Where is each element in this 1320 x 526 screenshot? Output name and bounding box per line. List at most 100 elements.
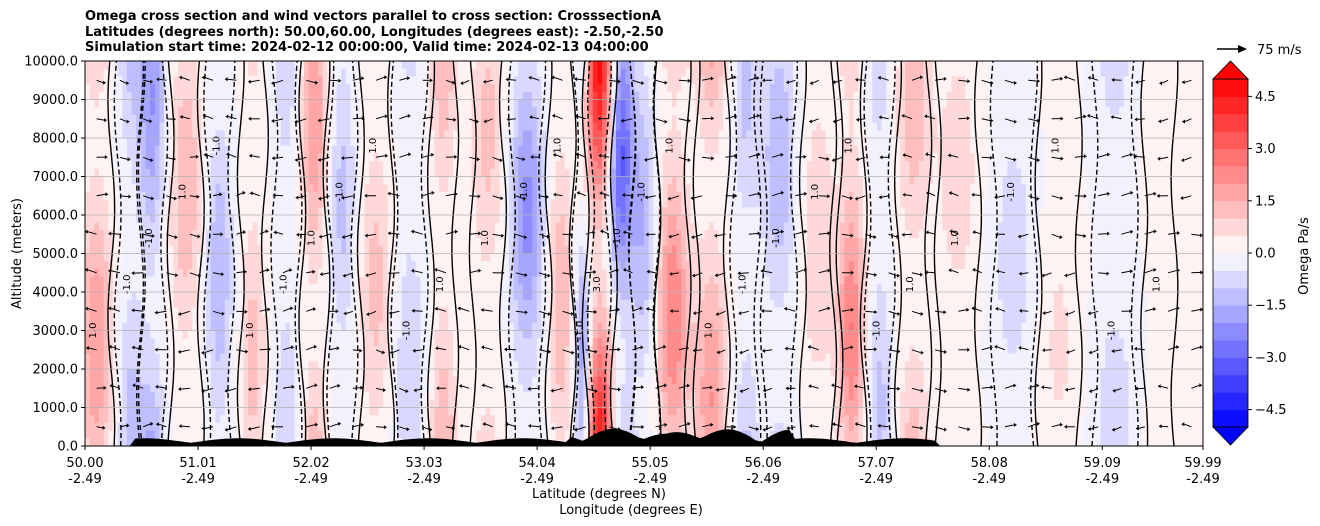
heat-cell <box>383 145 389 154</box>
heat-cell <box>275 392 282 401</box>
heat-cell <box>136 276 142 285</box>
heat-cell <box>164 184 170 193</box>
heat-cell <box>415 168 421 178</box>
heat-cell <box>434 215 440 224</box>
heat-cell <box>145 176 151 185</box>
heat-cell <box>140 276 147 285</box>
heat-cell <box>364 91 370 101</box>
heat-cell <box>504 138 510 147</box>
heat-cell <box>317 322 324 332</box>
heat-cell <box>294 222 300 231</box>
heat-cell <box>294 68 300 77</box>
heat-cell <box>131 84 137 93</box>
heat-cell <box>527 138 533 147</box>
heat-cell <box>369 107 375 116</box>
heat-cell <box>243 299 249 308</box>
heat-cell <box>369 215 375 224</box>
heat-cell <box>522 130 529 139</box>
heat-cell <box>117 361 123 370</box>
heat-cell <box>131 422 137 432</box>
heat-cell <box>480 61 487 70</box>
heat-cell <box>108 153 114 162</box>
heat-cell <box>546 261 552 270</box>
heat-cell <box>462 161 468 170</box>
heat-cell <box>499 330 505 339</box>
heat-cell <box>252 230 258 239</box>
heat-cell <box>164 407 170 416</box>
heat-cell <box>85 191 91 201</box>
heat-cell <box>411 107 417 116</box>
heat-cell <box>285 384 291 393</box>
heat-cell <box>527 61 533 70</box>
heat-cell <box>443 415 449 424</box>
heat-cell <box>392 61 398 70</box>
heat-cell <box>94 130 100 139</box>
heat-cell <box>122 184 128 193</box>
heat-cell <box>392 145 398 154</box>
heat-cell <box>275 261 282 270</box>
heat-cell <box>518 284 524 293</box>
heat-cell <box>98 261 105 270</box>
heat-cell <box>234 99 240 108</box>
heat-cell <box>369 307 375 316</box>
heat-cell <box>303 369 310 378</box>
heat-cell <box>457 114 463 124</box>
heat-cell <box>406 284 412 293</box>
heat-cell <box>192 107 198 116</box>
heat-cell <box>462 261 468 270</box>
heat-cell <box>154 261 161 270</box>
heat-cell <box>317 222 324 231</box>
heat-cell <box>154 392 161 401</box>
heat-cell <box>546 191 552 201</box>
heat-cell <box>387 399 394 409</box>
heat-cell <box>425 215 431 224</box>
heat-cell <box>373 307 380 316</box>
heat-cell <box>103 176 109 185</box>
heat-cell <box>355 191 361 201</box>
heat-cell <box>103 168 109 178</box>
heat-cell <box>369 392 375 401</box>
heat-cell <box>159 299 165 308</box>
heat-cell <box>182 145 189 154</box>
heat-cell <box>98 353 105 362</box>
heat-cell <box>85 422 91 432</box>
heat-cell <box>331 99 338 108</box>
heat-cell <box>229 430 235 439</box>
heat-cell <box>234 176 240 185</box>
heat-cell <box>373 207 380 216</box>
heat-cell <box>313 353 319 362</box>
heat-cell <box>89 207 95 216</box>
heat-cell <box>229 415 235 424</box>
heat-cell <box>476 322 482 332</box>
heat-cell <box>378 407 384 416</box>
heat-cell <box>392 369 398 378</box>
heat-cell <box>532 68 538 77</box>
heat-cell <box>336 430 342 439</box>
heat-cell <box>392 276 398 285</box>
heat-cell <box>89 345 95 355</box>
heat-cell <box>243 122 249 131</box>
heat-cell <box>280 430 286 439</box>
heat-cell <box>341 184 347 193</box>
heat-cell <box>243 392 249 401</box>
heat-cell <box>504 222 510 231</box>
heat-cell <box>355 114 361 124</box>
heat-cell <box>322 322 328 332</box>
heat-cell <box>364 330 370 339</box>
heat-cell <box>536 99 543 108</box>
heat-cell <box>266 230 272 239</box>
heat-cell <box>266 376 272 385</box>
heat-cell <box>341 215 347 224</box>
heat-cell <box>308 145 314 154</box>
heat-cell <box>541 384 547 393</box>
heat-cell <box>229 184 235 193</box>
heat-cell <box>94 68 100 77</box>
heat-cell <box>364 307 370 316</box>
heat-cell <box>275 384 282 393</box>
heat-cell <box>397 61 403 70</box>
heat-cell <box>387 322 394 332</box>
heat-cell <box>397 145 403 154</box>
heat-cell <box>406 230 412 239</box>
heat-cell <box>126 238 133 247</box>
heat-cell <box>536 299 543 308</box>
